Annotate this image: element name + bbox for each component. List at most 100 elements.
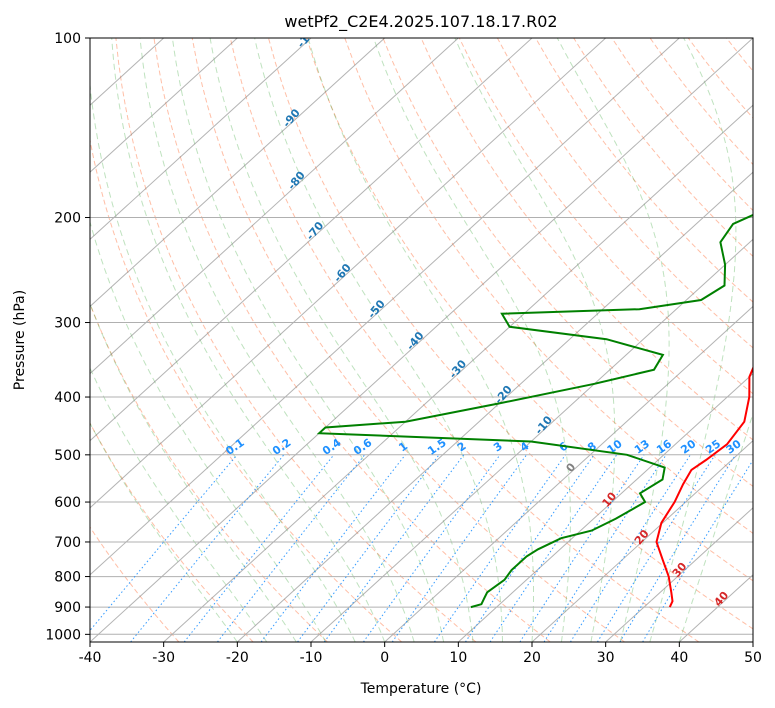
isotherm: [310, 238, 753, 642]
y-tick-label: 200: [54, 211, 81, 227]
x-tick-label: 0: [380, 650, 389, 666]
x-tick-label: 40: [670, 650, 688, 666]
isotherm-label: -10: [532, 413, 555, 437]
x-tick-label: 30: [597, 650, 615, 666]
y-tick-label: 300: [54, 316, 81, 332]
dry-adiabat: [535, 38, 753, 303]
mixing-ratio-line: [433, 454, 566, 642]
dry-adiabat: [306, 38, 753, 582]
mixing-ratio-line: [391, 454, 528, 642]
moist-adiabat: [254, 38, 503, 642]
dry-adiabat: [611, 38, 753, 212]
moist-adiabat: [649, 38, 737, 642]
isotherm: [90, 38, 238, 173]
dry-adiabat: [496, 38, 753, 349]
moist-adiabat: [307, 38, 534, 642]
y-tick-label: 700: [54, 535, 81, 551]
isotherm: [90, 38, 607, 509]
plot-area: 0.1 0.2 0.4 0.6 1 1.5 2 3 4 6 8 10 13 16 20 25 30-100-90…: [90, 38, 775, 642]
moist-adiabat: [90, 366, 268, 642]
dry-adiabat: [765, 38, 775, 642]
y-tick-label: 100: [54, 31, 81, 47]
x-tick-label: 10: [449, 650, 467, 666]
y-tick-label: 800: [54, 570, 81, 586]
mixing-ratio-line: [543, 454, 667, 642]
mixing-ratio-line: [362, 454, 501, 642]
x-tick-label: -40: [79, 650, 102, 666]
isotherm-label: -40: [404, 329, 427, 353]
dewpoint-profile: [316, 213, 753, 609]
mixing-ratio-label: 8: [585, 439, 599, 454]
dry-adiabat: [726, 38, 753, 72]
dry-adiabat: [649, 38, 753, 166]
isotherm: [752, 641, 753, 642]
dry-adiabat: [90, 422, 254, 642]
isotherm: [236, 171, 753, 642]
mixing-ratio-label: 16: [654, 437, 674, 457]
isotherm: [163, 104, 753, 642]
y-tick-label: 600: [54, 495, 81, 511]
x-tick-label: 50: [744, 650, 762, 666]
mixing-ratio-label: 2: [455, 439, 469, 454]
isotherm-label: -90: [280, 106, 303, 130]
y-axis-label: Pressure (hPa): [12, 290, 28, 390]
dry-adiabat: [153, 38, 551, 642]
x-tick-label: -30: [152, 650, 175, 666]
moist-adiabat: [90, 302, 297, 642]
mixing-ratio-line: [90, 454, 238, 632]
x-tick-label: -20: [226, 650, 249, 666]
moist-adiabat: [90, 80, 356, 642]
moist-adiabat: [90, 422, 238, 642]
moist-adiabat: [678, 411, 753, 642]
moist-adiabat: [373, 38, 571, 642]
dry-adiabat: [687, 38, 753, 119]
dry-adiabat: [90, 302, 328, 642]
plot-frame: [89, 37, 754, 643]
moist-adiabat: [556, 38, 670, 642]
x-tick-label: -10: [300, 650, 323, 666]
dry-adiabat: [229, 38, 700, 642]
isotherm: [90, 38, 459, 375]
chart-title: wetPf2_C2E4.2025.107.18.17.R02: [284, 12, 557, 32]
y-tick-label: 900: [54, 600, 81, 616]
mixing-ratio-line: [569, 454, 691, 642]
mixing-ratio-line: [642, 459, 753, 642]
isotherm-label: -60: [331, 261, 354, 285]
isotherm: [531, 439, 753, 642]
dry-adiabat: [382, 38, 753, 488]
y-tick-label: 1000: [45, 627, 81, 643]
temperature-profile: [655, 365, 753, 608]
isotherm-label: 40: [712, 589, 732, 609]
dry-adiabat: [268, 38, 753, 630]
mixing-ratio-label: 20: [678, 437, 698, 457]
moist-adiabat: [209, 38, 474, 642]
mixing-ratio-line: [489, 454, 618, 642]
moist-adiabat: [171, 38, 445, 642]
isotherm: [605, 507, 753, 642]
isotherm: [90, 38, 312, 241]
mixing-ratio-label: 30: [724, 437, 744, 457]
moist-adiabat: [90, 220, 327, 642]
mixing-ratio-label: 3: [491, 439, 505, 454]
y-tick-label: 400: [54, 390, 81, 406]
y-axis: 100 200 300 400 500 600 700 800 900 1000: [45, 31, 90, 643]
mixing-ratio-line: [260, 454, 406, 642]
dry-adiabat: [420, 38, 753, 441]
y-tick-label: 500: [54, 448, 81, 464]
isotherm-label: 10: [599, 489, 619, 509]
isotherm: [90, 38, 386, 308]
isotherm: [90, 38, 533, 442]
isotherm: [90, 38, 680, 576]
x-axis: -40 -30 -20 -10 0 10 20 30 40 50: [79, 642, 762, 666]
dry-adiabat: [191, 38, 625, 642]
mixing-ratio-line: [464, 454, 595, 642]
mixing-ratio-line: [183, 454, 335, 642]
mixing-ratio-line: [217, 454, 366, 642]
isotherm: [457, 372, 753, 642]
moist-adiabat: [454, 38, 616, 642]
mixing-ratio-line: [323, 454, 465, 642]
moist-adiabat: [111, 38, 386, 642]
dry-adiabat: [458, 38, 753, 395]
isotherm-label: -80: [285, 169, 308, 193]
